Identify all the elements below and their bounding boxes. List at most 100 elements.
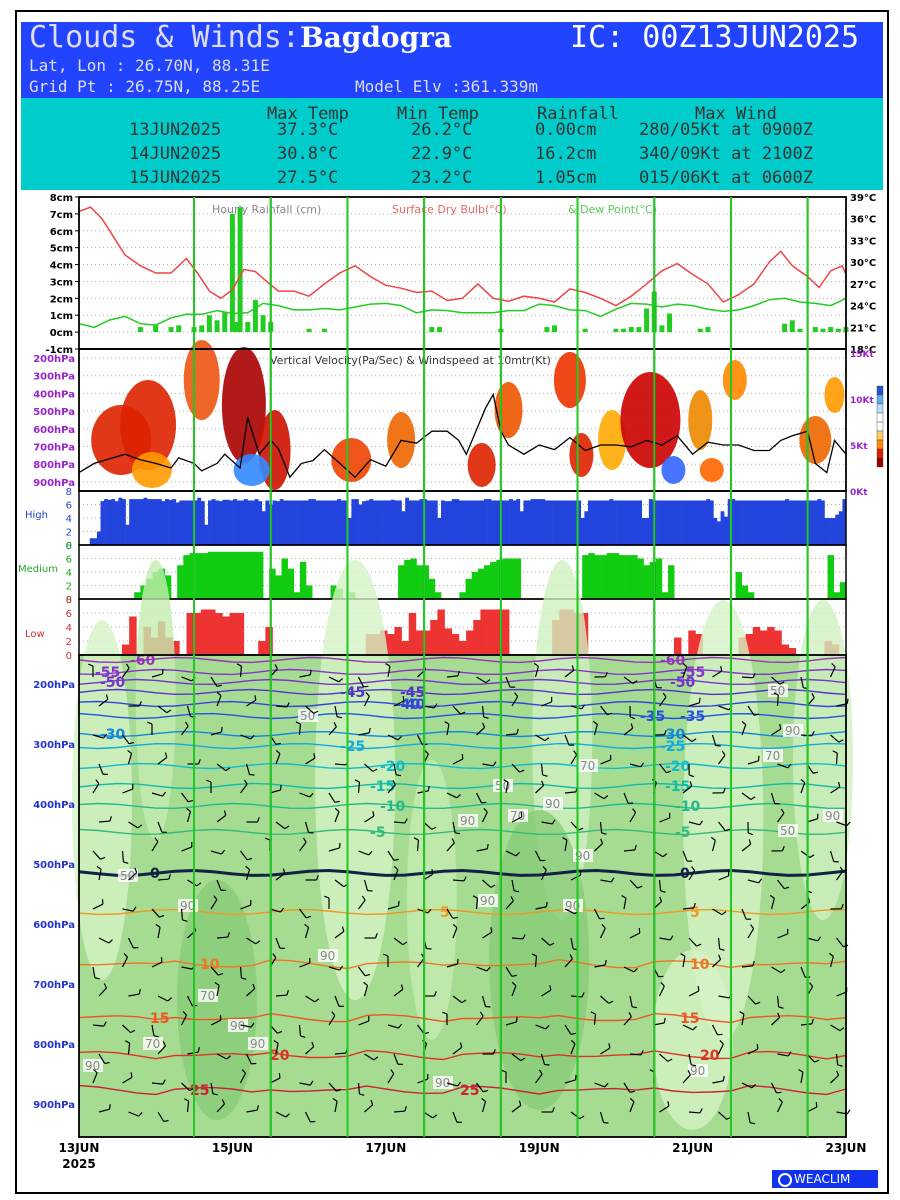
wind-barb: [387, 905, 399, 910]
wind-barb: [275, 937, 281, 949]
cloud-bar: [275, 575, 282, 599]
wind-barb-flag: [520, 811, 523, 818]
cloud-tick: 4: [66, 568, 72, 579]
cloud-bar: [186, 500, 191, 545]
temp-contour--30: [78, 730, 847, 738]
x-tick-19jun: 19JUN: [519, 1141, 560, 1155]
wind-barb: [151, 961, 163, 968]
wind-barb-flag: [485, 679, 491, 684]
wind-barb-flag: [779, 723, 782, 730]
wind-barb-flag: [166, 709, 172, 714]
wind-barb: [364, 1104, 374, 1113]
wind-barb: [741, 908, 747, 920]
wind-barb-flag: [265, 837, 271, 841]
rain-bar: [260, 315, 266, 333]
wind-barb-flag: [123, 953, 128, 958]
cloud-bar: [208, 609, 216, 655]
cloud-bar: [496, 559, 503, 599]
cloud-bar: [190, 500, 194, 545]
wind-barb-flag: [633, 967, 638, 973]
wind-barb-flag: [662, 692, 667, 698]
rain-bar: [176, 325, 182, 333]
wind-barb-flag: [778, 1006, 784, 1009]
temp-contour-label: -5: [675, 825, 691, 841]
cloud-bar: [306, 585, 313, 599]
wind-barb-flag: [846, 821, 851, 827]
rain-bar: [237, 207, 243, 333]
wind-barb-flag: [669, 935, 674, 941]
wind-barb: [328, 726, 337, 736]
wind-barb: [770, 1082, 778, 1094]
wind-barb-flag: [246, 857, 253, 861]
cloud-bar: [466, 500, 470, 545]
wind-barb: [777, 933, 788, 939]
wind-barb: [535, 734, 546, 742]
cloud-bar: [290, 500, 295, 545]
cloud-bar: [410, 558, 417, 599]
wind-barb-flag: [236, 663, 242, 667]
cloud-bar: [104, 499, 108, 545]
bottom-pressure-tick: 500hPa: [33, 860, 75, 871]
humidity-band: [489, 810, 590, 1110]
wind-barb-flag: [285, 1113, 290, 1118]
initial-condition: IC: 00Z13JUN2025: [570, 20, 859, 55]
wind-barb-flag: [383, 953, 389, 957]
rh-label: 90: [480, 894, 495, 908]
cloud-bar: [688, 630, 696, 655]
temp-contour-label: 10: [690, 957, 710, 973]
cloud-bar: [369, 499, 374, 545]
wind-barb: [564, 840, 568, 852]
wind-barb-flag: [697, 985, 700, 992]
wind-barb: [417, 1024, 425, 1035]
wind-barb-flag: [610, 877, 615, 883]
x-tick-23jun: 23JUN: [826, 1141, 867, 1155]
cloud-bar: [559, 500, 564, 545]
temp-contour--25: [78, 742, 847, 750]
rain-bar: [245, 321, 251, 333]
wind-barb-flag: [511, 981, 517, 987]
cloud-bar: [244, 551, 252, 599]
cloud-bar: [326, 500, 331, 545]
cloud-bar: [308, 499, 313, 545]
wind-barb-flag: [163, 1119, 169, 1123]
wind-barb: [305, 995, 316, 1003]
wind-barb: [127, 1042, 131, 1055]
windspeed-tick: 10Kt: [850, 396, 874, 406]
temp-tick: 24°C: [850, 302, 876, 313]
rain-tick: -1cm: [46, 345, 73, 356]
wind-barb-flag: [373, 1056, 379, 1061]
wind-barb: [275, 753, 281, 765]
rh-label: 70: [145, 1037, 160, 1051]
temp-contour-label: 20: [700, 1048, 720, 1064]
hdr-max-wind: Max Wind: [695, 104, 777, 124]
station-name: Bagdogra: [299, 21, 453, 54]
windspeed-tick: 0Kt: [850, 488, 868, 498]
wind-barb: [151, 841, 159, 852]
vv-title: Vertical Velocity(Pa/Sec) & Windspeed at…: [270, 354, 551, 367]
wind-barb: [417, 957, 425, 968]
wind-barb: [181, 966, 193, 970]
wind-barb-flag: [811, 692, 815, 698]
rain-bar: [820, 328, 826, 333]
cloud-bar: [466, 630, 474, 655]
wind-barb: [800, 782, 806, 794]
cloud-bar: [136, 499, 141, 545]
rain-tick: 7cm: [50, 210, 73, 221]
wind-barb-flag: [483, 716, 489, 719]
rh-label-bg: [318, 949, 338, 962]
wind-barb: [92, 783, 100, 794]
rain-tick: 4cm: [50, 261, 73, 272]
wind-barb-flag: [184, 721, 189, 727]
cloud-bar: [734, 500, 739, 545]
wind-barb-flag: [226, 1055, 231, 1060]
wind-barb-flag: [295, 721, 301, 725]
wind-barb: [92, 1024, 105, 1027]
cloud-bar: [279, 499, 284, 545]
rh-label-bg: [143, 1037, 163, 1050]
humidity-band: [72, 620, 133, 980]
wind-barb: [712, 670, 723, 678]
cloud-bar: [211, 499, 216, 545]
wind-barb: [151, 673, 163, 678]
wind-barb-flag: [690, 1064, 697, 1067]
wind-barb: [481, 995, 487, 1007]
